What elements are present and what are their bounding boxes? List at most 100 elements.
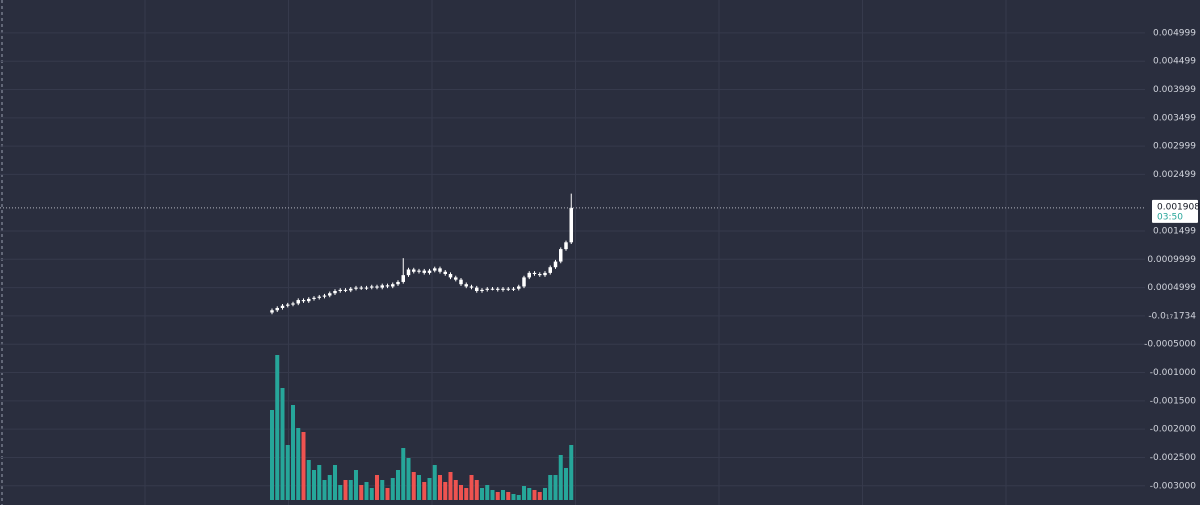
candle-body xyxy=(312,297,316,299)
candle-body xyxy=(375,286,379,288)
volume-bar xyxy=(485,485,490,500)
countdown-label: 03:50 xyxy=(1157,212,1183,222)
candle-body xyxy=(385,285,390,287)
y-tick-label: 0.002499 xyxy=(1153,170,1196,180)
volume-bar xyxy=(401,448,406,500)
candle-body xyxy=(532,272,537,275)
volume-bar xyxy=(411,472,416,500)
volume-bar xyxy=(306,460,311,500)
volume-bar xyxy=(558,455,563,500)
y-tick-label: 0.004999 xyxy=(1153,28,1196,38)
volume-bar xyxy=(380,480,385,500)
candle-body xyxy=(490,288,495,290)
candle-body xyxy=(364,287,369,289)
volume-bar xyxy=(501,490,505,500)
volume-bar xyxy=(317,465,322,500)
volume-bar xyxy=(532,490,537,500)
volume-bar xyxy=(464,488,469,500)
volume-bar xyxy=(553,475,558,500)
volume-bar xyxy=(422,482,427,500)
volume-bar xyxy=(322,480,327,500)
volume-bar xyxy=(480,488,484,500)
candle-body xyxy=(517,286,521,289)
candle-body xyxy=(427,270,432,273)
candle-body xyxy=(328,293,332,296)
volume-bar xyxy=(301,432,306,500)
y-tick-label: 0.002999 xyxy=(1153,142,1196,152)
candle-body xyxy=(286,304,290,306)
volume-bar xyxy=(354,470,358,500)
candle-body xyxy=(275,307,279,311)
candle-body xyxy=(396,281,400,285)
candle-body xyxy=(270,310,274,313)
candle-body xyxy=(354,287,358,289)
candle-body xyxy=(322,295,327,297)
volume-bar xyxy=(516,495,521,500)
candle-body xyxy=(391,284,395,287)
volume-bar xyxy=(469,475,474,500)
volume-bar xyxy=(375,475,379,500)
candle-body xyxy=(333,290,337,294)
last-price-label: 0.001908 xyxy=(1157,202,1200,212)
y-tick-label: -0.003000 xyxy=(1150,481,1196,491)
volume-bar xyxy=(448,472,453,500)
candle-body xyxy=(349,288,353,291)
volume-bar xyxy=(280,388,285,500)
candle-body xyxy=(548,267,552,273)
candle-body xyxy=(475,287,479,291)
candle-body xyxy=(506,288,510,290)
y-tick-label: 0.0009999 xyxy=(1147,255,1196,265)
candle-body xyxy=(438,268,442,272)
volume-bar xyxy=(364,482,369,500)
candle-body xyxy=(522,277,526,287)
candle-body xyxy=(501,288,505,290)
y-tick-label: -0.002500 xyxy=(1150,453,1196,463)
y-tick-label: 0.0004999 xyxy=(1147,283,1196,293)
volume-bar xyxy=(359,485,364,500)
volume-bar xyxy=(490,490,495,500)
volume-bar xyxy=(369,488,374,500)
volume-bar xyxy=(569,445,574,500)
candle-body xyxy=(543,272,547,276)
candle-body xyxy=(307,298,311,302)
volume-bar xyxy=(438,475,442,500)
volume-bar xyxy=(291,405,295,500)
candle-body xyxy=(564,242,568,250)
y-tick-label: -0.002000 xyxy=(1150,425,1196,435)
volume-bar xyxy=(270,410,274,500)
volume-bar xyxy=(312,470,316,500)
candle-body xyxy=(469,286,474,288)
volume-bar xyxy=(285,445,290,500)
candle-body xyxy=(338,289,342,291)
volume-bar xyxy=(406,458,411,500)
volume-bar xyxy=(495,492,500,500)
candle-body xyxy=(511,288,516,290)
volume-bar xyxy=(543,488,547,500)
volume-bar xyxy=(396,470,400,500)
volume-bar xyxy=(390,478,395,500)
volume-bar xyxy=(443,482,448,500)
candle-body xyxy=(280,305,285,308)
volume-bar xyxy=(385,488,390,500)
candle-body xyxy=(417,270,421,272)
candle-body xyxy=(359,287,363,289)
volume-bar xyxy=(453,480,458,500)
y-tick-label: -0.001000 xyxy=(1150,368,1196,378)
candle-body xyxy=(291,303,295,305)
candle-body xyxy=(433,268,437,271)
volume-bar xyxy=(537,492,542,500)
candle-body xyxy=(422,270,426,273)
volume-bar xyxy=(522,486,526,500)
volume-bar xyxy=(417,475,421,500)
y-tick-label: -0.001500 xyxy=(1150,396,1196,406)
candle-body xyxy=(464,284,468,287)
y-tick-label: -0.0005000 xyxy=(1144,340,1196,350)
volume-bar xyxy=(432,465,437,500)
volume-bar xyxy=(527,488,532,500)
y-tick-label: 0.001499 xyxy=(1153,227,1196,237)
volume-bar xyxy=(474,480,479,500)
y-tick-label: 0.003499 xyxy=(1153,113,1196,123)
y-tick-label: -0.0₁₇1734 xyxy=(1148,311,1196,321)
